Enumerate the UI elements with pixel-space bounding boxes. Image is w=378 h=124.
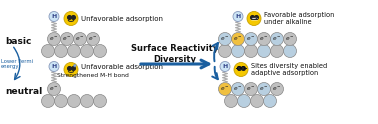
Text: Favorable adsorption
under alkaline: Favorable adsorption under alkaline: [264, 12, 335, 25]
Text: H: H: [222, 64, 228, 69]
Circle shape: [231, 32, 245, 46]
Text: $e^-$: $e^-$: [259, 35, 269, 43]
Circle shape: [263, 94, 276, 108]
Text: Strengthened M-H bond: Strengthened M-H bond: [57, 73, 129, 78]
Circle shape: [245, 32, 257, 46]
Text: $e^-$: $e^-$: [272, 35, 282, 43]
Circle shape: [237, 66, 240, 70]
Text: $e^-$: $e^-$: [246, 35, 256, 43]
Circle shape: [257, 82, 271, 95]
Circle shape: [54, 45, 68, 58]
Text: $e^-$: $e^-$: [246, 85, 256, 93]
Text: $e^-$: $e^-$: [220, 85, 230, 93]
Text: $e^-$: $e^-$: [75, 35, 85, 43]
Circle shape: [271, 32, 284, 46]
Text: $e^-$: $e^-$: [88, 35, 98, 43]
Text: basic: basic: [5, 36, 31, 46]
Text: Unfavorable adsorption: Unfavorable adsorption: [81, 63, 163, 69]
Circle shape: [242, 66, 245, 70]
Circle shape: [60, 32, 73, 46]
Circle shape: [231, 45, 245, 58]
Circle shape: [218, 32, 231, 46]
Text: $e^-$: $e^-$: [49, 35, 59, 43]
Circle shape: [220, 62, 230, 72]
Circle shape: [68, 94, 81, 108]
Text: $e^-$: $e^-$: [259, 85, 269, 93]
Circle shape: [225, 94, 237, 108]
Text: $e^-$: $e^-$: [272, 85, 282, 93]
Circle shape: [245, 82, 257, 95]
Text: $e^-$: $e^-$: [220, 35, 230, 43]
Text: Lower Fermi
energy: Lower Fermi energy: [1, 59, 33, 69]
Circle shape: [81, 94, 93, 108]
Circle shape: [54, 94, 68, 108]
Circle shape: [42, 45, 54, 58]
Circle shape: [218, 82, 231, 95]
Circle shape: [247, 12, 261, 26]
Circle shape: [231, 82, 245, 95]
Circle shape: [271, 82, 284, 95]
Circle shape: [257, 32, 271, 46]
Circle shape: [251, 94, 263, 108]
Circle shape: [42, 94, 54, 108]
Circle shape: [218, 45, 231, 58]
Circle shape: [284, 45, 296, 58]
Circle shape: [73, 32, 87, 46]
Circle shape: [257, 45, 271, 58]
Circle shape: [237, 94, 251, 108]
Text: H: H: [51, 14, 57, 19]
Circle shape: [271, 45, 284, 58]
Circle shape: [64, 62, 78, 77]
Circle shape: [74, 64, 76, 67]
Text: Unfavorable adsorption: Unfavorable adsorption: [81, 16, 163, 21]
Circle shape: [233, 12, 243, 21]
Circle shape: [49, 12, 59, 21]
Circle shape: [49, 62, 59, 72]
Text: H: H: [235, 14, 241, 19]
Text: Surface Reactivity
Diversity: Surface Reactivity Diversity: [131, 44, 219, 64]
Circle shape: [234, 62, 248, 77]
Circle shape: [48, 82, 60, 95]
Circle shape: [93, 45, 107, 58]
Text: neutral: neutral: [5, 87, 42, 95]
Circle shape: [87, 32, 99, 46]
Text: H: H: [51, 64, 57, 69]
Circle shape: [64, 12, 78, 26]
Text: $e^-$: $e^-$: [62, 35, 72, 43]
Circle shape: [284, 32, 296, 46]
Text: $e^-$: $e^-$: [233, 85, 243, 93]
Text: Sites diversity enabled
adaptive adsorption: Sites diversity enabled adaptive adsorpt…: [251, 63, 327, 76]
Circle shape: [245, 45, 257, 58]
Text: $e^-$: $e^-$: [49, 85, 59, 93]
Circle shape: [81, 45, 93, 58]
Text: $e^-$: $e^-$: [285, 35, 295, 43]
Circle shape: [48, 32, 60, 46]
Circle shape: [68, 45, 81, 58]
Circle shape: [93, 94, 107, 108]
Text: $e^-$: $e^-$: [233, 35, 243, 43]
